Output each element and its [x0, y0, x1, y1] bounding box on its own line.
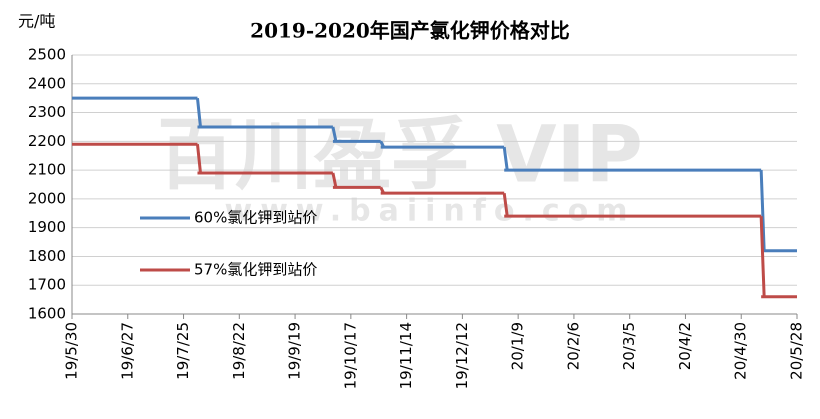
line-riser [759, 216, 766, 297]
y-tick-label: 2500 [28, 46, 66, 64]
x-tick-label: 19/10/17 [341, 322, 359, 389]
x-tick-label: 19/7/25 [174, 322, 192, 380]
y-tick-label: 1700 [28, 276, 66, 294]
x-tick-label: 20/4/2 [676, 322, 694, 370]
x-tick-label: 19/8/22 [230, 322, 248, 380]
y-tick-label: 2100 [28, 161, 66, 179]
y-tick-label: 2200 [28, 132, 66, 150]
x-tick-label: 19/12/12 [453, 322, 471, 389]
y-tick-label: 1600 [28, 305, 66, 323]
line-riser [195, 98, 202, 128]
x-tick-label: 19/6/27 [118, 322, 136, 380]
x-tick-label: 19/9/19 [286, 322, 304, 380]
y-axis-label: 元/吨 [18, 12, 55, 31]
line-riser [331, 172, 338, 188]
line-riser [759, 170, 766, 251]
x-tick-label: 20/5/28 [788, 322, 806, 380]
line-riser [502, 146, 509, 171]
chart-title: 2019-2020年国产氯化钾价格对比 [250, 19, 570, 43]
x-tick-label: 20/3/5 [620, 322, 638, 370]
x-tick-label: 20/4/30 [732, 322, 750, 380]
x-tick-label: 19/11/14 [397, 322, 415, 389]
x-tick-label: 20/1/9 [509, 322, 527, 370]
x-tick-label: 20/2/6 [564, 322, 582, 370]
line-riser [195, 144, 202, 174]
y-tick-label: 1900 [28, 218, 66, 236]
x-tick-label: 19/5/30 [63, 322, 81, 380]
line-riser [331, 126, 338, 142]
legend-label: 60%氯化钾到站价 [194, 209, 317, 227]
line-riser [502, 192, 509, 217]
legend-label: 57%氯化钾到站价 [194, 261, 317, 279]
y-tick-label: 1800 [28, 247, 66, 265]
y-tick-label: 2400 [28, 74, 66, 92]
watermark: 百川盈孚 VIP [157, 110, 643, 200]
y-tick-label: 2000 [28, 189, 66, 207]
y-tick-label: 2300 [28, 103, 66, 121]
